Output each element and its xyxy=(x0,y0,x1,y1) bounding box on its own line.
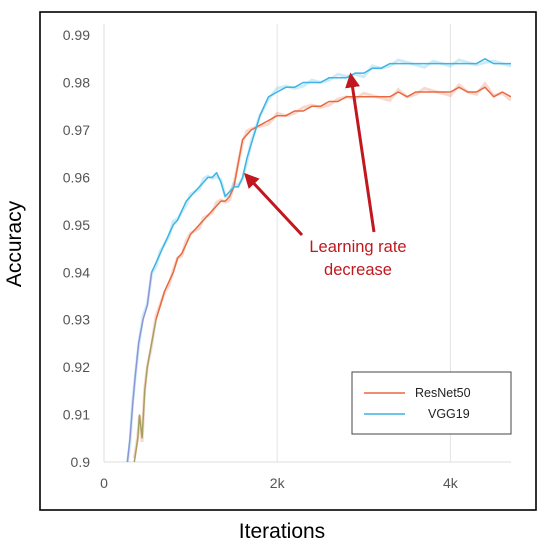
figure-frame xyxy=(39,11,537,511)
series-layer xyxy=(126,58,511,462)
y-tick-labels: 0.9 0.91 0.92 0.93 0.94 0.95 0.96 0.97 0.98 0.99 xyxy=(63,27,90,470)
series-line-early xyxy=(133,319,157,462)
annotation-text: Learning rate xyxy=(309,238,406,256)
annotation-arrow xyxy=(243,172,304,237)
y-tick-label: 0.97 xyxy=(63,122,90,138)
x-tick-label: 0 xyxy=(100,475,108,491)
legend-box xyxy=(351,371,512,435)
x-tick-label: 2k xyxy=(270,475,286,491)
y-axis-title: Accuracy xyxy=(3,200,26,287)
y-tick-label: 0.95 xyxy=(63,217,90,233)
series-line xyxy=(155,86,511,320)
series-line-early xyxy=(126,272,153,462)
x-axis-title: Iterations xyxy=(239,520,325,543)
legend: ResNet50 VGG19 xyxy=(351,371,512,435)
y-tick-label: 0.91 xyxy=(63,407,90,423)
y-tick-label: 0.96 xyxy=(63,169,90,185)
y-tick-label: 0.9 xyxy=(71,454,91,470)
y-tick-label: 0.94 xyxy=(63,264,90,280)
annotation-text: decrease xyxy=(324,261,392,279)
series-line xyxy=(150,58,511,273)
annotation-layer: Learning rate decrease xyxy=(243,72,407,279)
y-tick-label: 0.92 xyxy=(63,359,90,375)
y-tick-label: 0.98 xyxy=(63,75,90,91)
annotation-arrow xyxy=(345,72,376,233)
y-tick-label: 0.93 xyxy=(63,312,90,328)
legend-label-vgg19: VGG19 xyxy=(428,407,470,421)
x-tick-labels: 0 2k 4k xyxy=(100,475,459,491)
series-vgg19 xyxy=(126,58,511,462)
legend-label-resnet50: ResNet50 xyxy=(415,386,471,400)
x-tick-label: 4k xyxy=(443,475,459,491)
y-tick-label: 0.99 xyxy=(63,27,90,43)
